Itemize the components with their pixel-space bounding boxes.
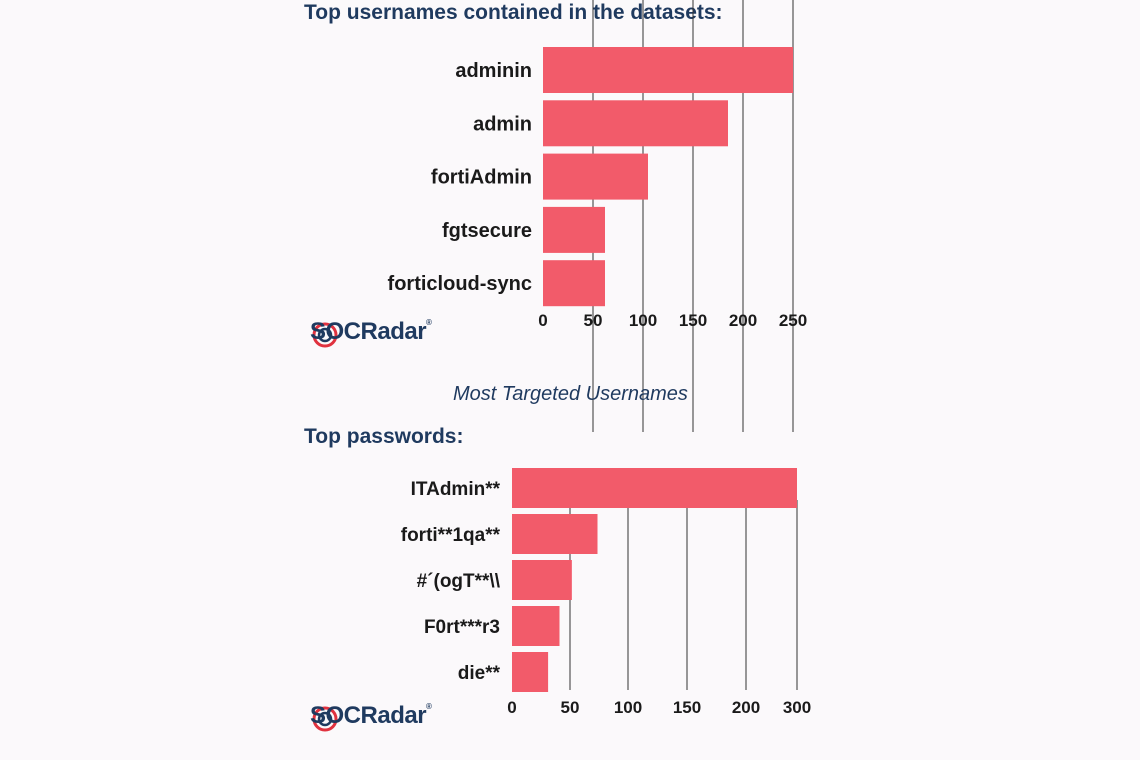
category-label: fortiAdmin <box>431 167 532 189</box>
socradar-logo: SOCRadar® <box>310 318 440 366</box>
x-tick-label: 50 <box>561 698 580 717</box>
x-tick-label: 0 <box>507 698 516 717</box>
category-label: admin <box>473 113 532 135</box>
x-tick-label: 150 <box>673 698 701 717</box>
bar-password <box>512 468 797 508</box>
chart-title-passwords: Top passwords: <box>304 425 464 448</box>
plot-area: adminin admin fortiAdmin fgtsecure forticlou… <box>388 0 807 432</box>
category-label: #´(ogT**\\ <box>417 571 501 592</box>
category-label: forticloud-sync <box>388 273 532 295</box>
bar-username <box>543 47 793 93</box>
logo-wordmark: SOCRadar® <box>310 318 432 345</box>
category-label: F0rt***r3 <box>424 617 500 638</box>
category-label: adminin <box>455 60 532 82</box>
category-label: fgtsecure <box>442 220 532 242</box>
x-tick-label: 250 <box>779 311 807 330</box>
socradar-logo-2: SOCRadar® <box>310 702 440 750</box>
x-tick-label: 0 <box>538 311 547 330</box>
x-tick-label: 100 <box>629 311 657 330</box>
radar-icon <box>312 706 338 732</box>
plot-area: ITAdmin** forti**1qa** #´(ogT**\\ F0rt***r3… <box>401 468 811 717</box>
logo-wordmark: SOCRadar® <box>310 702 432 729</box>
bar-username <box>543 260 605 307</box>
bar-username <box>543 153 648 200</box>
x-tick-label: 200 <box>729 311 757 330</box>
bar-password <box>512 652 549 692</box>
x-tick-label: 150 <box>679 311 707 330</box>
x-tick-label: 100 <box>614 698 642 717</box>
x-tick-label: 300 <box>783 698 811 717</box>
radar-icon <box>312 322 338 348</box>
category-label: ITAdmin** <box>411 479 501 500</box>
bar-password <box>512 606 560 646</box>
bar-username <box>543 206 605 253</box>
chart-title-usernames: Top usernames contained in the datasets: <box>304 1 723 24</box>
x-tick-label: 50 <box>584 311 603 330</box>
bar-username <box>543 100 728 147</box>
chart-subtitle: Most Targeted Usernames <box>453 383 688 405</box>
bar-password <box>512 514 598 554</box>
category-label: forti**1qa** <box>401 525 501 546</box>
bar-password <box>512 560 572 600</box>
category-label: die** <box>458 663 501 684</box>
x-tick-label: 200 <box>732 698 760 717</box>
